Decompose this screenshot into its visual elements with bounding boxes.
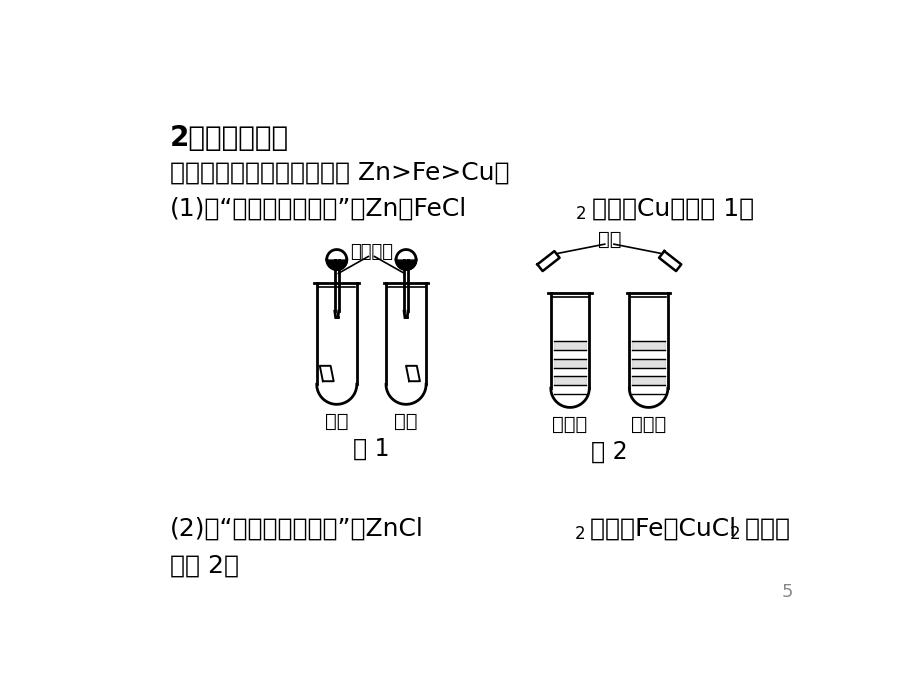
Text: 锶片: 锶片 <box>324 412 348 431</box>
Text: 2: 2 <box>729 525 739 543</box>
Text: 铁片: 铁片 <box>597 230 620 249</box>
Text: 铜片: 铜片 <box>394 412 417 431</box>
Text: 图 1: 图 1 <box>353 437 390 461</box>
Text: (1)取“两边金属中间盐”：Zn、FeCl: (1)取“两边金属中间盐”：Zn、FeCl <box>169 197 467 220</box>
Text: 2: 2 <box>575 205 586 223</box>
Text: 5: 5 <box>781 583 792 601</box>
Text: (2)取“中间金属两边盐”：ZnCl: (2)取“中间金属两边盐”：ZnCl <box>169 517 423 540</box>
Text: 2．金属放盐中: 2．金属放盐中 <box>169 124 289 152</box>
Text: 氯化锶: 氯化锶 <box>551 415 587 434</box>
Text: 溶液、Fe、CuCl: 溶液、Fe、CuCl <box>582 517 736 540</box>
Text: 如图 2。: 如图 2。 <box>169 554 238 578</box>
Text: 溶液、Cu，如图 1。: 溶液、Cu，如图 1。 <box>584 197 754 220</box>
Text: 溶液，: 溶液， <box>736 517 789 540</box>
Text: 氯化铜: 氯化铜 <box>630 415 665 434</box>
Text: 图 2: 图 2 <box>590 440 627 463</box>
Text: 2: 2 <box>574 525 584 543</box>
Text: 氯化亚铁: 氯化亚铁 <box>349 243 392 260</box>
Text: 有以下两种方案，均可证明 Zn>Fe>Cu。: 有以下两种方案，均可证明 Zn>Fe>Cu。 <box>169 161 508 185</box>
